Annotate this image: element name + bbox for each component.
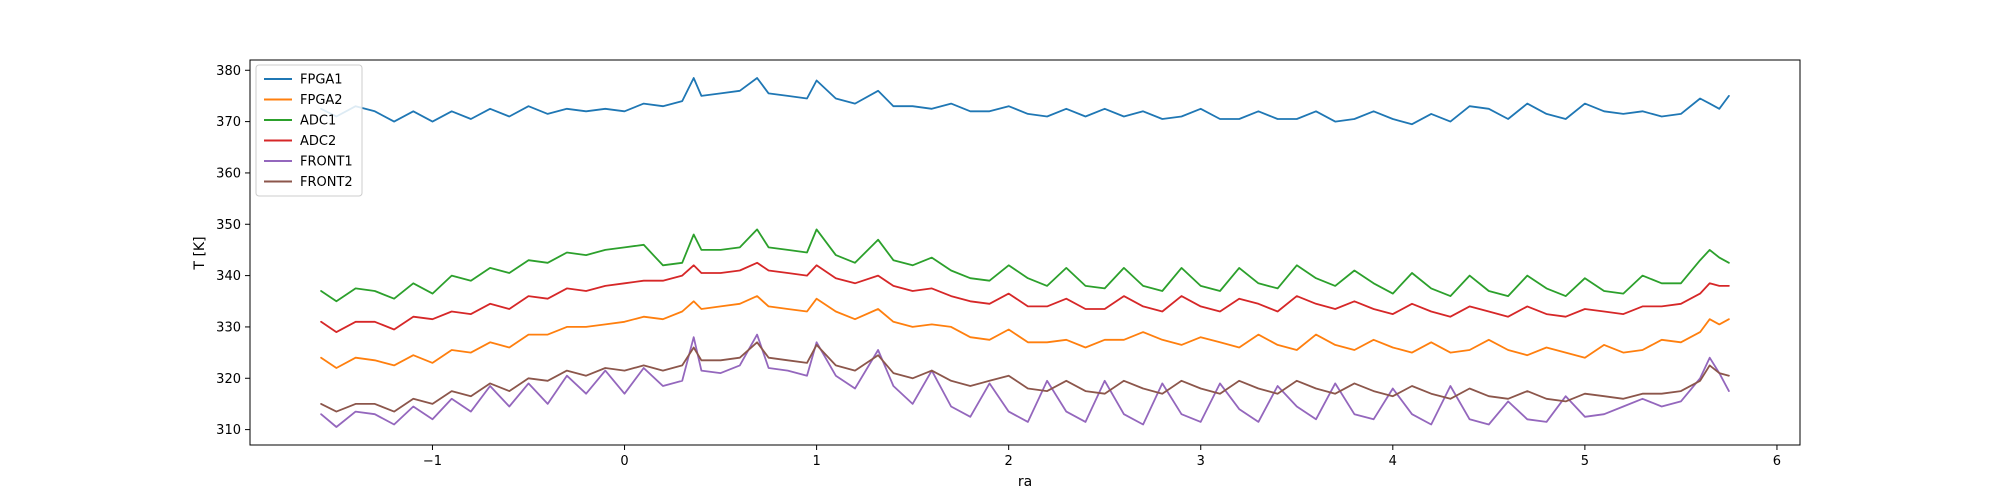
x-tick-label: 4 [1389, 454, 1397, 469]
x-axis-label: ra [1018, 474, 1032, 490]
x-tick-label: 3 [1197, 454, 1205, 469]
x-tick-label: 5 [1581, 454, 1589, 469]
y-axis-label: T [K] [192, 236, 208, 270]
legend-label-adc1: ADC1 [300, 114, 336, 129]
x-tick-label: 2 [1005, 454, 1013, 469]
legend: FPGA1 FPGA2 ADC1 ADC2 FRONT1 FRONT2 [255, 64, 363, 197]
legend-label-adc2: ADC2 [300, 134, 336, 149]
plot-area [250, 60, 1800, 445]
x-tick-label: −1 [423, 454, 442, 469]
y-tick-label: 350 [216, 218, 241, 233]
series-layer [320, 77, 1730, 428]
legend-label-front2: FRONT2 [300, 175, 353, 190]
legend-label-fpga2: FPGA2 [300, 93, 343, 108]
x-tick-label: 1 [812, 454, 820, 469]
x-tick-label: 6 [1773, 454, 1781, 469]
series-line-front1 [320, 333, 1730, 428]
legend-label-front1: FRONT1 [300, 155, 353, 170]
legend-label-fpga1: FPGA1 [300, 73, 343, 88]
y-tick-label: 320 [216, 372, 241, 387]
y-tick-label: 380 [216, 64, 241, 79]
series-line-fpga1 [320, 77, 1730, 126]
legend-box [255, 64, 363, 197]
series-line-adc1 [320, 228, 1730, 303]
y-tick-label: 370 [216, 115, 241, 130]
series-line-front2 [320, 341, 1730, 413]
x-tick-label: 0 [620, 454, 628, 469]
y-axis-ticks: 310 320 330 340 350 360 370 380 [216, 64, 250, 438]
y-tick-label: 330 [216, 320, 241, 335]
axes-frame [249, 59, 1801, 446]
y-tick-label: 360 [216, 166, 241, 181]
y-tick-label: 340 [216, 269, 241, 284]
x-axis-ticks: −1 0 1 2 3 4 5 6 [423, 445, 1781, 469]
series-line-adc2 [320, 261, 1730, 334]
series-line-fpga2 [320, 295, 1730, 369]
y-tick-label: 310 [216, 423, 241, 438]
